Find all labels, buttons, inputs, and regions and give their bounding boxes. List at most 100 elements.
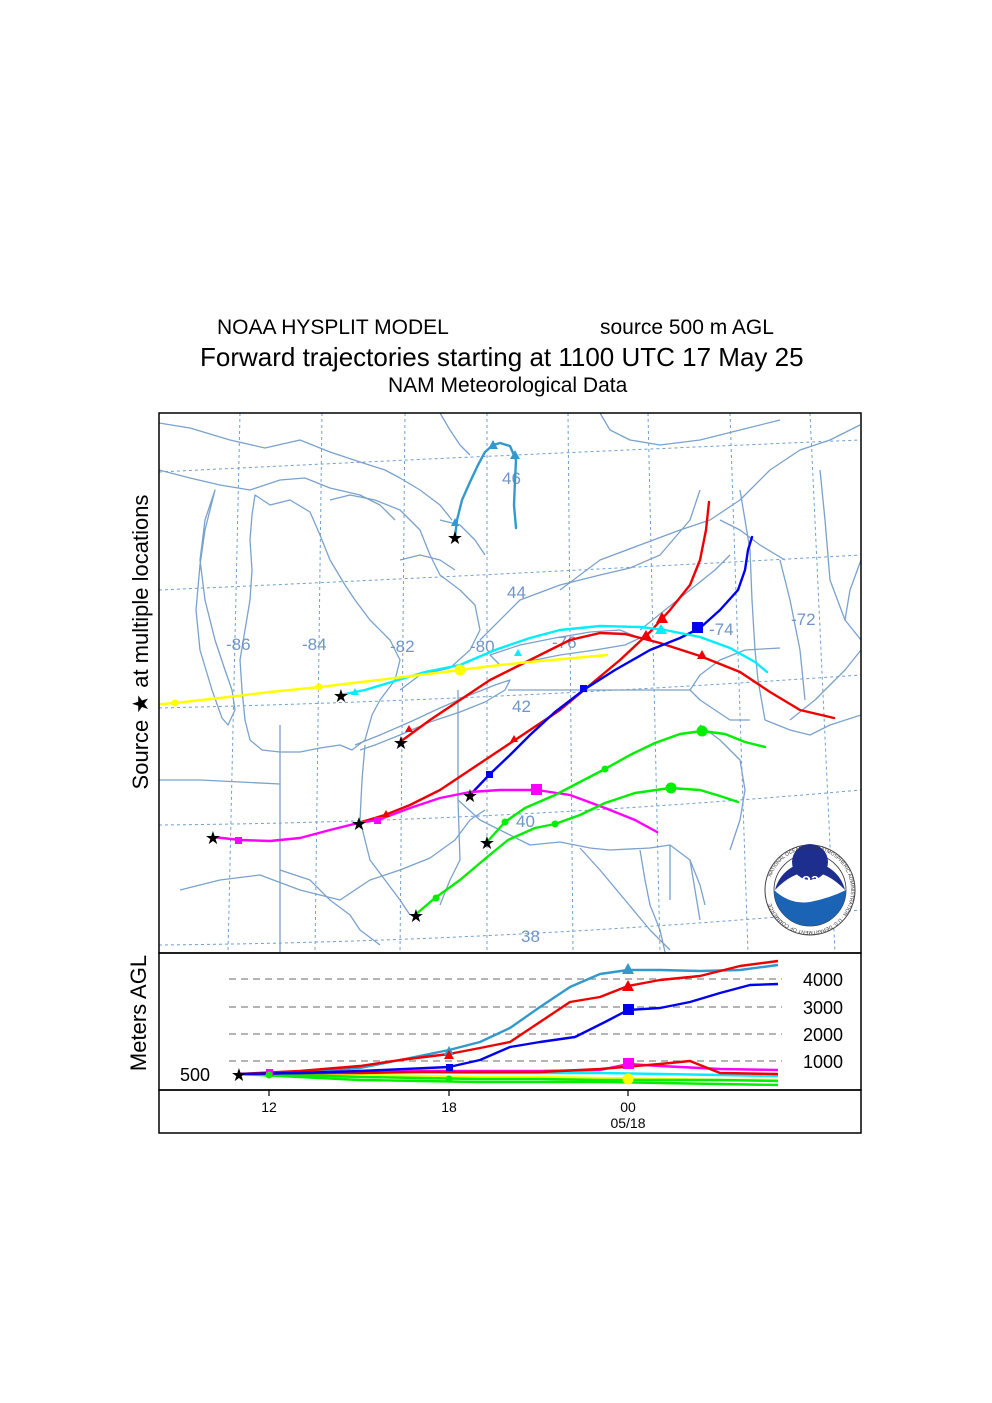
- yellow-circle-marker: [454, 664, 466, 676]
- red-triangle-marker: [697, 650, 707, 659]
- time-tick-12: 12: [261, 1099, 277, 1115]
- magenta-square-marker: [374, 817, 381, 824]
- time-tick-00: 00: [620, 1099, 636, 1115]
- red-triangle-marker: [656, 612, 668, 623]
- red-triangle-marker: [405, 725, 413, 732]
- lon-label-82: -82: [390, 637, 415, 656]
- altitude-yellow-circle-marker: [622, 1073, 634, 1085]
- trajectory-markers: [171, 440, 708, 902]
- cyan-triangle-marker: [514, 649, 522, 656]
- lon-label-74: -74: [709, 620, 734, 639]
- yellow-circle-marker: [315, 683, 323, 691]
- lat-label-42: 42: [512, 697, 531, 716]
- altitude-green-circle-marker: [445, 1075, 453, 1083]
- altitude-blue-path: [238, 982, 779, 1076]
- green-circle-marker: [665, 782, 677, 794]
- altitude-label-4000: 4000: [803, 970, 843, 990]
- lat-label-44: 44: [507, 583, 526, 602]
- date-label: 05/18: [610, 1115, 645, 1131]
- green-circle-marker: [501, 818, 509, 826]
- latitude-line-44: [159, 554, 861, 591]
- longitude-gridlines: [227, 413, 836, 953]
- noaa-logo-text: noaa: [792, 871, 828, 888]
- altitude-label-1000: 1000: [803, 1052, 843, 1072]
- lon-label-84: -84: [302, 635, 327, 654]
- lon-label-72: -72: [791, 610, 816, 629]
- lon-label-86: -86: [226, 635, 251, 654]
- altitude-label-3000: 3000: [803, 998, 843, 1018]
- altitude-teal-triangle-marker: [622, 963, 634, 974]
- source-star-icon: ★: [351, 814, 367, 835]
- longitude-line-82: [399, 413, 406, 953]
- blue-square-marker: [486, 771, 493, 778]
- time-tick-18: 18: [441, 1099, 457, 1115]
- lat-label-38: 38: [521, 927, 540, 946]
- trajectory-blue-path: [468, 535, 754, 797]
- magenta-square-marker: [235, 837, 242, 844]
- blue-square-marker: [692, 622, 703, 633]
- source-height: source 500 m AGL: [600, 316, 774, 339]
- lat-label-46: 46: [502, 469, 521, 488]
- magenta-square-marker: [531, 784, 542, 795]
- green-circle-marker: [601, 765, 609, 773]
- cyan-triangle-marker: [655, 624, 667, 634]
- longitude-line-78: [567, 413, 574, 953]
- trajectory-teal-path: [453, 441, 518, 539]
- longitude-line-74: [729, 413, 749, 953]
- trajectory-green-north-path: [485, 729, 767, 844]
- source-stars: ★ ★ ★ ★ ★ ★ ★ ★ ★: [142, 528, 495, 927]
- green-circle-marker: [432, 894, 440, 902]
- source-star-icon: ★: [333, 686, 349, 707]
- source-star-icon: ★: [408, 906, 424, 927]
- source-star-icon: ★: [142, 696, 158, 717]
- altitude-green-north-path: [238, 1072, 779, 1083]
- lat-label-40: 40: [516, 812, 535, 831]
- map-basemap: -86 -84 -82 -80 -76 -74 -72 46 44 42 40 …: [142, 413, 861, 953]
- teal-triangle-marker: [488, 440, 498, 449]
- page-title: Forward trajectories starting at 1100 UT…: [200, 342, 804, 372]
- altitude-red-south-path: [238, 1059, 779, 1076]
- time-tick-marks: [268, 1090, 629, 1096]
- cyan-triangle-marker: [351, 688, 359, 695]
- source-star-icon: ★: [479, 833, 495, 854]
- altitude-blue-square-marker: [446, 1064, 453, 1071]
- altitude-green-circle-marker: [265, 1071, 273, 1079]
- source-level-label: 500: [180, 1065, 211, 1085]
- red-triangle-marker: [382, 810, 390, 817]
- latitude-line-40: [159, 789, 861, 826]
- source-star-icon: ★: [462, 786, 478, 807]
- latitude-line-38: [159, 909, 861, 946]
- altitude-red-triangle-marker: [444, 1050, 454, 1059]
- green-circle-marker: [696, 725, 708, 737]
- altitude-magenta-square-marker: [623, 1058, 634, 1069]
- source-star-icon: ★: [205, 828, 221, 849]
- altitude-label-2000: 2000: [803, 1025, 843, 1045]
- altitude-markers: [265, 963, 634, 1085]
- altitude-source-star-icon: ★: [231, 1065, 247, 1086]
- red-triangle-marker: [640, 630, 652, 640]
- met-data-label: NAM Meteorological Data: [388, 374, 628, 397]
- longitude-line-84: [314, 413, 323, 953]
- lon-label-80: -80: [470, 637, 495, 656]
- altitude-red-north-path: [238, 959, 779, 1076]
- yellow-circle-marker: [171, 699, 179, 707]
- coastlines-borders: [159, 413, 861, 953]
- trajectory-green-south-path: [413, 786, 740, 917]
- source-star-icon: ★: [393, 733, 409, 754]
- trajectory-yellow-path: [159, 653, 609, 706]
- altitude-teal-path: [238, 963, 779, 1076]
- teal-triangle-marker: [510, 450, 520, 459]
- model-title: NOAA HYSPLIT MODEL: [217, 316, 449, 339]
- blue-square-marker: [580, 685, 587, 692]
- trajectory-magenta-path: [211, 788, 659, 843]
- source-star-icon: ★: [447, 528, 463, 549]
- altitude-red-triangle-marker: [622, 980, 634, 991]
- latitude-line-46: [159, 439, 861, 473]
- altitude-green-south-path: [238, 1072, 779, 1087]
- longitude-line-76: [647, 413, 661, 953]
- noaa-logo: noaa NATIONAL OCEANIC AND ATMOSPHERIC AD…: [764, 844, 856, 936]
- teal-triangle-marker: [451, 518, 459, 526]
- trajectory-red-north-path: [398, 631, 836, 744]
- green-circle-marker: [551, 820, 559, 828]
- longitude-line-86: [227, 413, 241, 953]
